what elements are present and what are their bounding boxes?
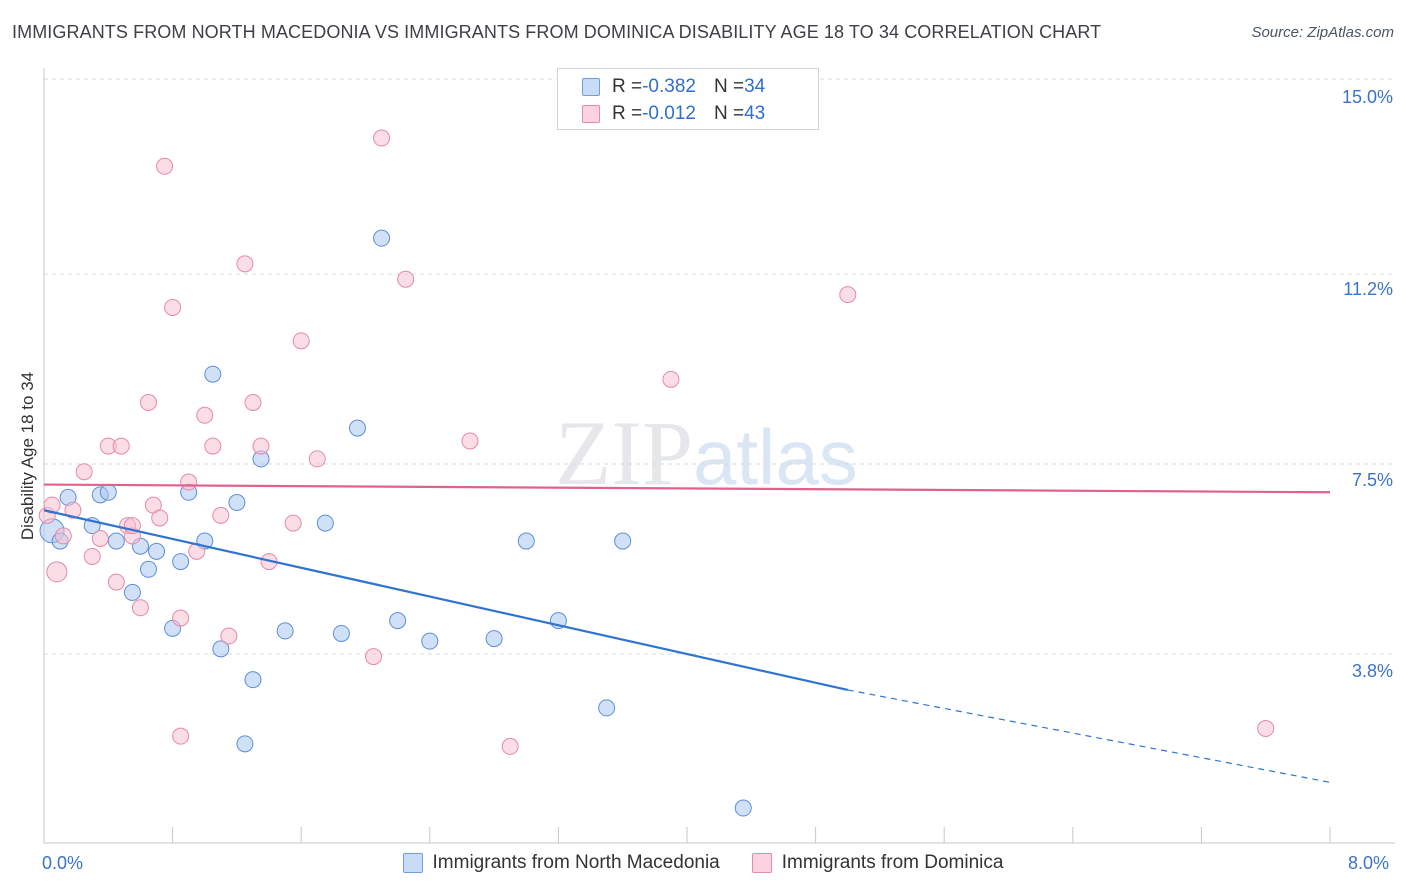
y-tick-label-11-2: 11.2% xyxy=(1343,279,1393,299)
point-dominica xyxy=(91,529,109,547)
series-swatch-dominica xyxy=(751,853,772,873)
point-dominica xyxy=(365,648,383,666)
point-north-macedonia xyxy=(123,583,141,601)
legend-row-north-macedonia: R = -0.382 N = 34 xyxy=(582,75,765,99)
legend-r-value: -0.382 xyxy=(642,76,696,97)
point-north-macedonia xyxy=(517,532,535,550)
series-legend: Immigrants from North Macedonia Immigran… xyxy=(0,852,1406,874)
point-north-macedonia xyxy=(148,542,166,560)
point-north-macedonia xyxy=(485,630,503,648)
point-dominica xyxy=(156,157,174,175)
point-north-macedonia xyxy=(598,699,616,717)
point-dominica xyxy=(308,450,326,468)
point-north-macedonia xyxy=(107,532,125,550)
point-north-macedonia xyxy=(139,560,157,578)
point-north-macedonia xyxy=(172,553,190,571)
point-north-macedonia xyxy=(204,365,222,383)
x-tick-label-min: 0.0% xyxy=(42,853,84,873)
point-north-macedonia xyxy=(276,622,294,640)
series-legend-north-macedonia[interactable]: Immigrants from North Macedonia xyxy=(402,852,720,874)
point-dominica xyxy=(180,473,198,491)
trendline-north-macedonia-extension xyxy=(847,689,1331,783)
series-label-dominica: Immigrants from Dominica xyxy=(781,852,1004,873)
point-dominica xyxy=(252,437,270,455)
point-dominica xyxy=(112,437,130,455)
point-north-macedonia xyxy=(421,632,439,650)
point-dominica xyxy=(64,501,82,519)
legend-r-label: R = xyxy=(612,103,643,124)
point-dominica xyxy=(1257,719,1275,737)
point-dominica xyxy=(292,332,310,350)
point-dominica xyxy=(236,255,254,273)
legend-n-value: 34 xyxy=(744,76,766,97)
point-dominica xyxy=(151,509,169,527)
legend-swatch-dominica xyxy=(582,105,600,123)
y-tick-label-3-8: 3.8% xyxy=(1351,661,1393,681)
point-dominica xyxy=(397,270,415,288)
point-north-macedonia xyxy=(99,483,117,501)
point-dominica xyxy=(204,437,222,455)
point-north-macedonia xyxy=(316,514,334,532)
legend-swatch-north-macedonia xyxy=(582,78,600,96)
y-axis-title: Disability Age 18 to 34 xyxy=(18,371,37,541)
trendline-dominica xyxy=(43,483,1331,494)
chart-title: IMMIGRANTS FROM NORTH MACEDONIA VS IMMIG… xyxy=(12,22,1102,42)
correlation-legend: R = -0.382 N = 34 R = -0.012 N = 43 xyxy=(557,68,819,130)
point-dominica xyxy=(212,506,230,524)
point-dominica xyxy=(107,573,125,591)
point-north-macedonia xyxy=(734,799,752,817)
series-legend-dominica[interactable]: Immigrants from Dominica xyxy=(751,852,1004,874)
point-north-macedonia xyxy=(332,624,350,642)
point-north-macedonia xyxy=(228,494,246,512)
point-dominica xyxy=(46,561,68,583)
point-north-macedonia xyxy=(212,640,230,658)
series-label-north-macedonia: Immigrants from North Macedonia xyxy=(432,852,720,873)
point-north-macedonia xyxy=(348,419,366,437)
series-swatch-north-macedonia xyxy=(402,853,423,873)
point-dominica xyxy=(373,129,391,147)
point-dominica xyxy=(75,463,93,481)
point-dominica xyxy=(662,370,680,388)
legend-n-label: N = xyxy=(713,76,745,97)
y-tick-label-7-5: 7.5% xyxy=(1351,470,1393,490)
point-north-macedonia xyxy=(373,229,391,247)
point-dominica xyxy=(172,727,190,745)
point-dominica xyxy=(461,432,479,450)
point-north-macedonia xyxy=(389,612,407,630)
point-north-macedonia xyxy=(244,671,262,689)
legend-row-dominica: R = -0.012 N = 43 xyxy=(582,102,765,126)
trendline-north-macedonia xyxy=(43,509,848,692)
point-dominica xyxy=(839,286,857,304)
legend-n-value: 43 xyxy=(744,103,766,124)
x-tick-label-max: 8.0% xyxy=(1348,853,1390,873)
point-dominica xyxy=(164,298,182,316)
point-dominica xyxy=(196,406,214,424)
legend-r-value: -0.012 xyxy=(642,103,696,124)
point-north-macedonia xyxy=(614,532,632,550)
point-dominica xyxy=(172,609,190,627)
point-dominica xyxy=(139,393,157,411)
point-dominica xyxy=(244,393,262,411)
point-dominica xyxy=(284,514,302,532)
legend-n-label: N = xyxy=(713,103,745,124)
legend-r-label: R = xyxy=(612,76,643,97)
point-dominica xyxy=(501,737,519,755)
point-north-macedonia xyxy=(236,735,254,753)
point-dominica xyxy=(220,627,238,645)
point-dominica xyxy=(131,599,149,617)
point-dominica xyxy=(54,527,72,545)
source-credit: Source: ZipAtlas.com xyxy=(1251,24,1394,41)
y-tick-label-15: 15.0% xyxy=(1341,87,1393,107)
point-dominica xyxy=(83,547,101,565)
watermark-atlas: atlas xyxy=(693,413,858,501)
